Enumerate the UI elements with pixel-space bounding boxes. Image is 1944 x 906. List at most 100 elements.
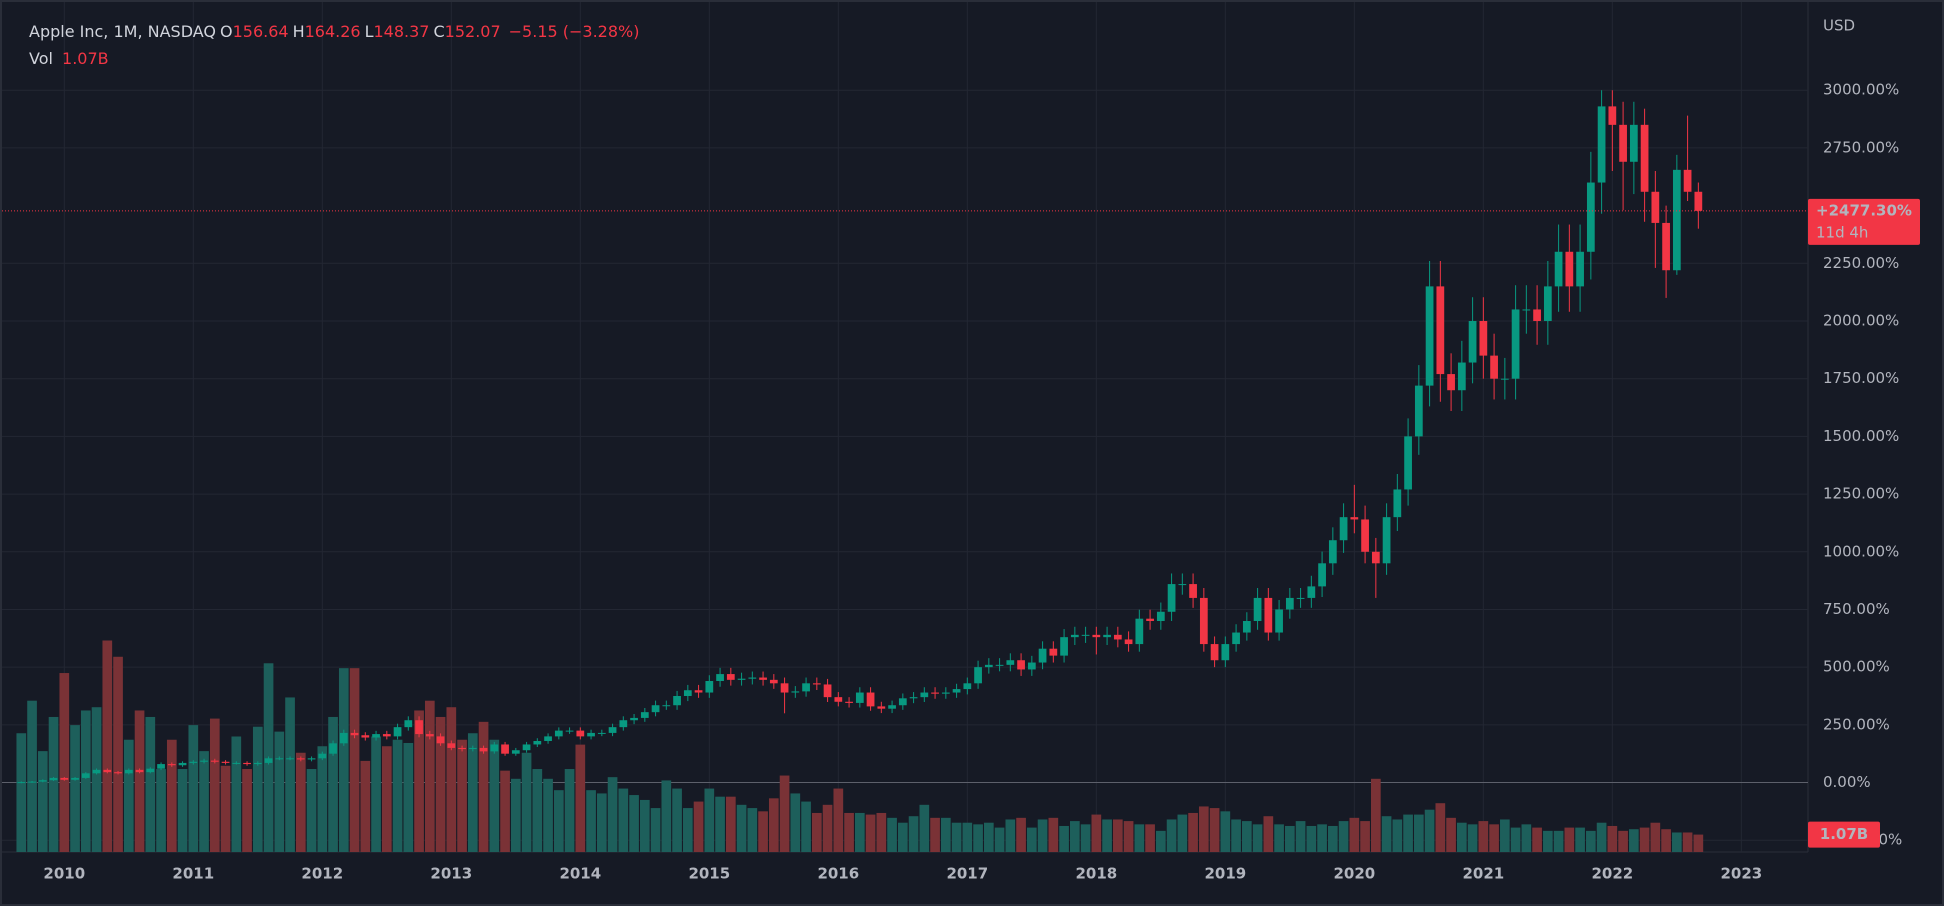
volume-bar xyxy=(1317,824,1327,852)
ohlc-label: L xyxy=(364,22,374,41)
volume-bar xyxy=(1026,827,1037,852)
candle-body xyxy=(114,772,122,774)
candle-body xyxy=(393,727,402,737)
candle-body xyxy=(71,777,79,780)
candle-body xyxy=(1285,597,1294,610)
volume-bar xyxy=(1306,825,1317,852)
candle-body xyxy=(415,720,423,735)
volume-bar xyxy=(123,739,134,852)
x-tick-label: 2012 xyxy=(301,865,343,883)
volume-bar xyxy=(328,716,338,852)
candle-body xyxy=(1694,191,1703,211)
volume-bar xyxy=(16,733,27,852)
candle-body xyxy=(92,769,101,774)
candle-body xyxy=(576,730,585,737)
volume-bar xyxy=(1327,825,1338,852)
volume-bar xyxy=(1618,830,1628,852)
candle-body xyxy=(780,683,789,693)
ohlc-value: 156.64 xyxy=(232,22,289,41)
volume-bar xyxy=(908,816,919,852)
volume-badge-label: 1.07B xyxy=(1820,825,1868,843)
x-tick-label: 2014 xyxy=(559,865,601,883)
volume-bar xyxy=(1134,824,1145,852)
volume-bar xyxy=(1145,824,1155,852)
volume-bar xyxy=(1037,819,1048,852)
candle-body xyxy=(1027,662,1036,670)
ohlc-label: O xyxy=(219,22,233,41)
candle-body xyxy=(608,727,617,733)
candle-body xyxy=(823,684,832,698)
volume-bar xyxy=(650,808,661,852)
y-tick-label: 250.00% xyxy=(1823,715,1890,733)
volume-bar xyxy=(897,822,908,852)
volume-bar xyxy=(693,801,704,852)
legend: Apple Inc, 1M, NASDAQ O156.64 H164.26 L148.… xyxy=(29,18,643,72)
volume-bar xyxy=(940,817,951,852)
x-tick-label: 2013 xyxy=(430,865,472,883)
candle-body xyxy=(49,777,58,781)
volume-bar xyxy=(1392,819,1403,852)
ohlc-value: 164.26 xyxy=(304,22,361,41)
candle-body xyxy=(28,781,36,783)
volume-bar xyxy=(1209,808,1220,852)
candle-body xyxy=(630,717,638,721)
candle-body xyxy=(855,692,864,703)
volume-bar xyxy=(876,812,887,852)
volume-bar xyxy=(381,746,392,852)
x-tick-label: 2020 xyxy=(1333,865,1375,883)
candle-body xyxy=(1683,169,1692,192)
volume-row: Vol 1.07B xyxy=(29,45,643,72)
candle-body xyxy=(1146,618,1154,621)
volume-bar xyxy=(242,769,252,852)
y-tick-label: 0.00% xyxy=(1823,773,1871,791)
volume-bar xyxy=(37,751,48,852)
volume-bar xyxy=(1457,822,1467,852)
volume-bar xyxy=(392,739,403,852)
x-tick-label: 2021 xyxy=(1462,865,1504,883)
candle-body xyxy=(1017,660,1025,670)
candle-body xyxy=(1425,286,1434,386)
volume-bar xyxy=(489,739,500,852)
volume-bar xyxy=(80,710,91,852)
candle-body xyxy=(38,780,47,782)
candle-body xyxy=(1414,385,1423,437)
candle-body xyxy=(17,782,26,784)
volume-bar xyxy=(91,707,102,852)
candle-body xyxy=(941,692,950,694)
volume-bar xyxy=(1553,830,1564,852)
volume-bar xyxy=(575,744,586,852)
candle-body xyxy=(511,750,520,754)
candle-body xyxy=(1124,639,1133,645)
candle-body xyxy=(812,683,821,685)
last-price-badge xyxy=(1808,198,1920,245)
candle-body xyxy=(1576,251,1584,287)
candle-body xyxy=(436,736,445,744)
x-tick-label: 2022 xyxy=(1591,865,1633,883)
volume-bar xyxy=(1112,819,1123,852)
candle-body xyxy=(748,677,757,679)
candle-body xyxy=(898,698,907,706)
candle-body xyxy=(1361,519,1369,552)
change: −5.15 (−3.28%) xyxy=(508,22,640,41)
candle-body xyxy=(1049,648,1058,656)
volume-bar xyxy=(134,710,145,852)
countdown: 11d 4h xyxy=(1816,223,1868,241)
candle-body xyxy=(296,758,305,760)
candle-body xyxy=(1662,222,1670,271)
candle-body xyxy=(135,769,144,773)
symbol: Apple Inc, 1M, NASDAQ xyxy=(29,22,216,41)
volume-bar xyxy=(618,788,629,852)
volume-bar xyxy=(887,817,897,852)
candle-body xyxy=(243,762,251,765)
volume-value: 1.07B xyxy=(62,49,109,68)
candle-body xyxy=(963,683,972,690)
candle-body xyxy=(1081,634,1090,636)
volume-bar xyxy=(285,697,295,852)
volume-bar xyxy=(586,790,596,852)
volume-bar xyxy=(1532,827,1542,852)
x-tick-label: 2019 xyxy=(1204,865,1246,883)
candle-body xyxy=(178,762,187,766)
candles xyxy=(17,90,1703,784)
y-tick-label: 2250.00% xyxy=(1823,254,1899,272)
candle-body xyxy=(1339,517,1348,541)
